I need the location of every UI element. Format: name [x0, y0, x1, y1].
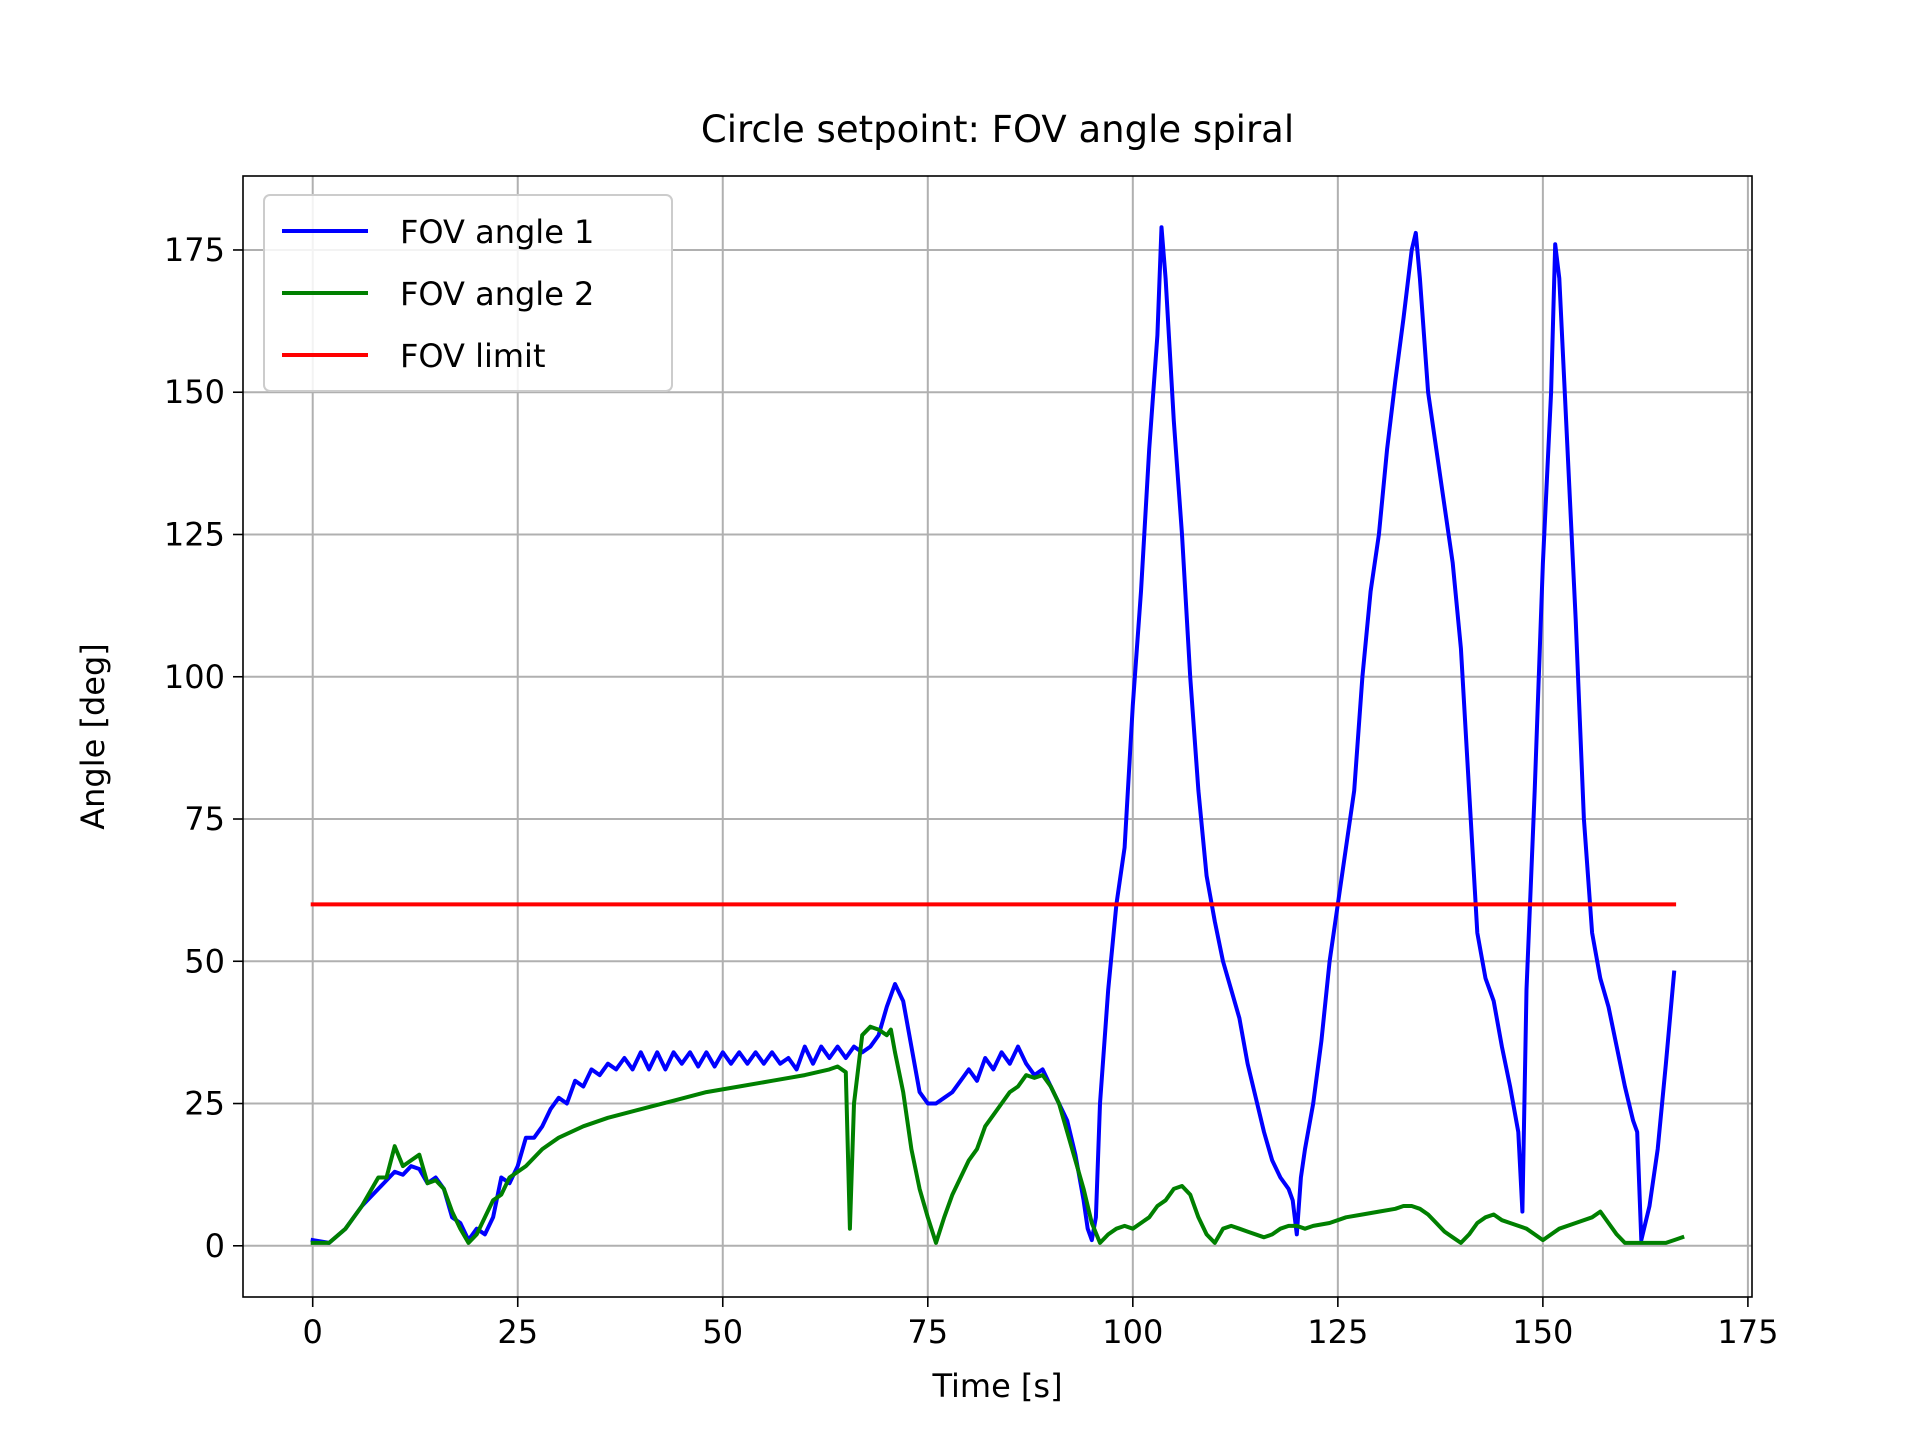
y-tick-label: 100 — [164, 658, 225, 696]
y-tick-label: 125 — [164, 515, 225, 553]
y-tick-label: 175 — [164, 231, 225, 269]
x-tick-label: 100 — [1102, 1313, 1163, 1351]
legend-label-fov-limit: FOV limit — [400, 337, 545, 375]
x-tick-label: 150 — [1512, 1313, 1573, 1351]
x-tick-label: 175 — [1717, 1313, 1778, 1351]
x-tick-label: 25 — [497, 1313, 538, 1351]
x-tick-label: 0 — [303, 1313, 323, 1351]
legend: FOV angle 1 FOV angle 2 FOV limit — [263, 194, 673, 392]
plot-frame — [242, 175, 1753, 1298]
y-tick-label: 25 — [184, 1085, 225, 1123]
tick-layer: 0 25 50 75 100 125 150 175 0 25 50 75 100 125 150 175 — [164, 231, 1779, 1351]
y-tick-label: 150 — [164, 373, 225, 411]
y-tick-label: 0 — [205, 1227, 225, 1265]
series-line-fov-angle-2 — [310, 1024, 1685, 1245]
y-axis-label: Angle [deg] — [74, 643, 112, 830]
legend-label-fov-angle-2: FOV angle 2 — [400, 275, 594, 313]
legend-label-fov-angle-1: FOV angle 1 — [400, 213, 594, 251]
x-tick-label: 75 — [907, 1313, 948, 1351]
y-tick-label: 50 — [184, 942, 225, 980]
x-tick-label: 125 — [1307, 1313, 1368, 1351]
x-tick-label: 50 — [702, 1313, 743, 1351]
x-axis-label: Time [s] — [931, 1367, 1062, 1405]
chart-title: Circle setpoint: FOV angle spiral — [701, 108, 1294, 151]
grid-layer — [243, 176, 1752, 1297]
y-tick-label: 75 — [184, 800, 225, 838]
legend-box — [263, 194, 673, 392]
series-layer — [310, 225, 1685, 1245]
